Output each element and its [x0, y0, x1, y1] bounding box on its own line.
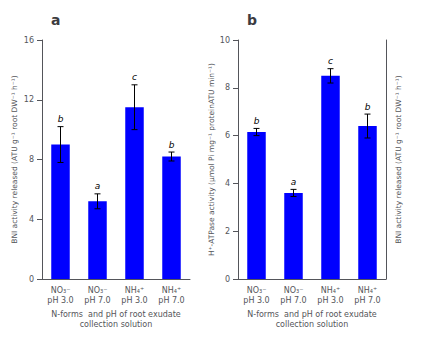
svg-text:NO₃⁻: NO₃⁻ — [284, 286, 304, 295]
svg-text:a: a — [95, 181, 101, 191]
svg-text:c: c — [132, 72, 137, 82]
svg-text:4: 4 — [29, 215, 34, 224]
svg-text:b: b — [254, 116, 260, 126]
svg-text:H⁺-ATPase activity (μmol Pi mg: H⁺-ATPase activity (μmol Pi mg⁻¹ protein… — [207, 63, 216, 256]
svg-text:pH 7.0: pH 7.0 — [280, 296, 306, 305]
svg-text:12: 12 — [24, 95, 34, 104]
svg-text:6: 6 — [225, 131, 230, 140]
svg-text:pH 3.0: pH 3.0 — [121, 296, 147, 305]
svg-text:pH 3.0: pH 3.0 — [243, 296, 269, 305]
svg-text:4: 4 — [225, 179, 230, 188]
svg-text:NO₃⁻: NO₃⁻ — [51, 286, 71, 295]
svg-text:N-forms and pH of root exudat: N-forms and pH of root exudate — [247, 310, 377, 319]
svg-text:collection solution: collection solution — [276, 320, 349, 329]
svg-text:8: 8 — [225, 83, 230, 92]
svg-text:b: b — [247, 12, 257, 28]
svg-text:b: b — [58, 114, 64, 124]
svg-text:0: 0 — [29, 275, 34, 284]
svg-text:BNI activity released (ATU g⁻¹: BNI activity released (ATU g⁻¹ root DW⁻¹… — [394, 75, 403, 244]
svg-text:pH 3.0: pH 3.0 — [317, 296, 343, 305]
svg-text:collection solution: collection solution — [80, 320, 153, 329]
svg-text:b: b — [169, 140, 175, 150]
svg-text:NO₃⁻: NO₃⁻ — [88, 286, 108, 295]
svg-text:pH 7.0: pH 7.0 — [354, 296, 380, 305]
svg-text:16: 16 — [24, 36, 34, 45]
svg-text:pH 7.0: pH 7.0 — [84, 296, 110, 305]
svg-text:NH₄⁺: NH₄⁺ — [162, 286, 181, 295]
svg-text:2: 2 — [225, 227, 230, 236]
svg-text:NO₃⁻: NO₃⁻ — [247, 286, 267, 295]
svg-text:8: 8 — [29, 155, 34, 164]
svg-text:pH 3.0: pH 3.0 — [47, 296, 73, 305]
svg-text:10: 10 — [220, 36, 230, 45]
svg-text:b: b — [365, 102, 371, 112]
svg-text:c: c — [328, 56, 333, 66]
svg-text:BNI activity released (ATU g⁻¹: BNI activity released (ATU g⁻¹ root DW⁻¹… — [10, 75, 19, 244]
svg-text:N-forms and pH of root exudat: N-forms and pH of root exudate — [51, 310, 181, 319]
svg-text:0: 0 — [225, 275, 230, 284]
svg-text:a: a — [51, 12, 60, 28]
svg-text:pH 7.0: pH 7.0 — [158, 296, 184, 305]
svg-text:NH₄⁺: NH₄⁺ — [321, 286, 340, 295]
svg-text:NH₄⁺: NH₄⁺ — [125, 286, 144, 295]
svg-text:NH₄⁺: NH₄⁺ — [358, 286, 377, 295]
svg-text:a: a — [291, 177, 297, 187]
